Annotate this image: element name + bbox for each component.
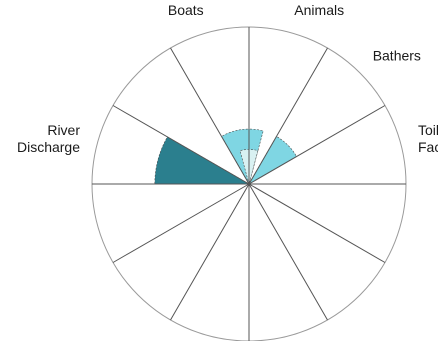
category-label-line: Boats — [168, 2, 204, 18]
category-label-line: Toilet — [418, 122, 438, 138]
category-label: River Discharge — [17, 122, 80, 155]
category-label-line: Bathers — [373, 47, 421, 63]
category-label: Animals — [294, 2, 344, 18]
category-label-line: Animals — [294, 2, 344, 18]
category-label-line: Facilities — [418, 139, 438, 155]
spoke-2 — [248, 105, 386, 185]
category-label: ToiletFacilities — [418, 122, 438, 155]
category-labels: Animals Bathers ToiletFacilities Boats River… — [17, 2, 438, 155]
category-label-line: Discharge — [17, 139, 80, 155]
wedge-2 — [248, 136, 297, 185]
category-label-line: River — [47, 122, 80, 138]
spoke-11 — [170, 47, 250, 185]
wedge-0 — [154, 136, 251, 185]
spoke-layer — [92, 27, 406, 341]
spoke-4 — [248, 183, 386, 263]
wedge-3 — [221, 128, 250, 186]
wedge-layer — [154, 128, 297, 186]
spoke-7 — [170, 183, 250, 321]
spoke-1 — [248, 47, 328, 185]
category-label: Boats — [168, 2, 204, 18]
spoke-5 — [248, 183, 328, 321]
spoke-10 — [112, 105, 250, 185]
spoke-8 — [112, 183, 250, 263]
category-label: Bathers — [373, 47, 421, 63]
